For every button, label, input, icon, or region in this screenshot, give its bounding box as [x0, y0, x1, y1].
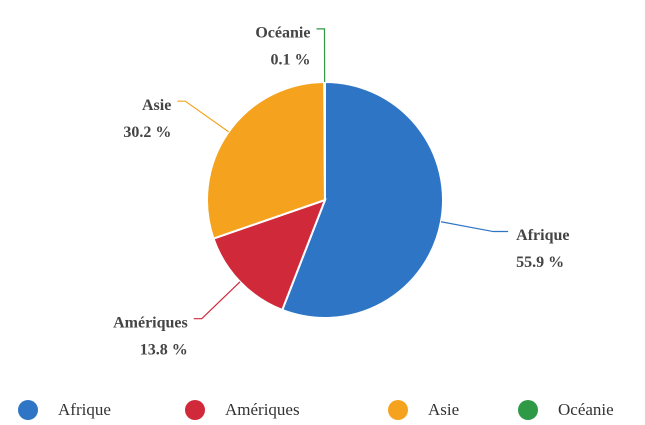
leader-line: [316, 28, 326, 83]
leader-line: [440, 221, 509, 233]
leader-line: [193, 281, 241, 320]
leader-line: [177, 100, 230, 133]
slice-label-name: Océanie: [255, 25, 310, 42]
slice-label-value: 0.1 %: [270, 52, 310, 69]
slice-label-value: 13.8 %: [140, 341, 188, 358]
pie-slice: [212, 198, 327, 312]
pie-slice: [323, 80, 326, 201]
legend-marker: [18, 400, 38, 420]
slice-label-name: Asie: [142, 97, 171, 114]
slice-label-value: 55.9 %: [516, 254, 564, 271]
pie-slice: [206, 80, 327, 240]
slice-label-name: Amériques: [113, 314, 188, 331]
legend-label: Océanie: [558, 400, 614, 419]
legend-marker: [185, 400, 205, 420]
slice-label-name: Afrique: [516, 227, 569, 244]
legend-label: Afrique: [58, 400, 111, 419]
legend-label: Amériques: [225, 400, 300, 419]
legend-label: Asie: [428, 400, 459, 419]
legend-marker: [388, 400, 408, 420]
slice-label-value: 30.2 %: [123, 124, 171, 141]
legend-marker: [518, 400, 538, 420]
